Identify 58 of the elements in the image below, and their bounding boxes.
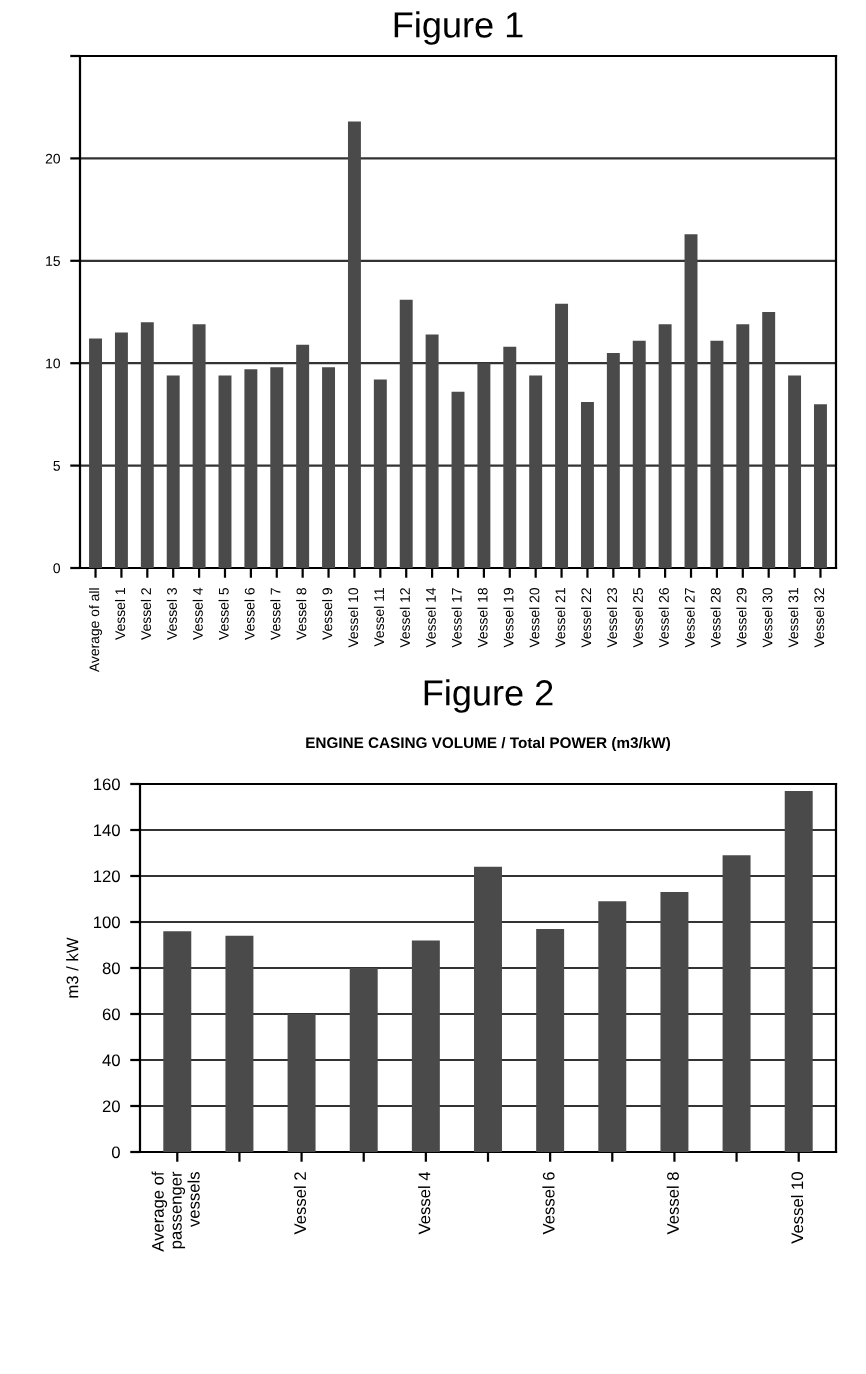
- bar: [296, 344, 310, 568]
- bar: [632, 340, 646, 568]
- bar: [536, 928, 565, 1152]
- x-tick-label: Vessel 6: [542, 1172, 555, 1235]
- bar: [474, 866, 502, 1152]
- y-tick-label: 160: [94, 778, 120, 791]
- bar: [762, 312, 776, 568]
- chart-title: Figure 2: [424, 679, 553, 713]
- bar: [347, 121, 361, 568]
- bar: [373, 379, 387, 568]
- y-tick-label: 100: [94, 916, 120, 929]
- bar: [736, 324, 750, 568]
- x-tick-label: Vessel 2: [293, 1172, 307, 1235]
- bar: [606, 352, 620, 568]
- bar: [788, 375, 802, 568]
- y-tick-label: 80: [102, 962, 120, 975]
- bar: [598, 901, 627, 1152]
- y-tick-label: 40: [102, 1054, 120, 1067]
- bar: [425, 334, 439, 568]
- bar: [710, 340, 724, 568]
- bar: [322, 367, 336, 568]
- y-tick-label: 140: [94, 824, 120, 837]
- bar: [660, 892, 689, 1152]
- bar: [166, 375, 180, 568]
- y-axis-title: m3 / kW: [66, 937, 79, 998]
- y-tick-label: 60: [102, 1008, 120, 1021]
- bar: [244, 369, 258, 568]
- bar: [503, 346, 517, 568]
- bar: [89, 338, 103, 568]
- bar: [580, 402, 594, 568]
- bar: [784, 790, 813, 1152]
- bar: [684, 234, 698, 568]
- bar: [411, 940, 440, 1152]
- x-tick-label: Average of passenger vessels: [151, 1171, 200, 1252]
- y-tick-label: 120: [94, 870, 120, 883]
- x-tick-label: Vessel 10: [790, 1172, 804, 1244]
- y-tick-label: 20: [102, 1100, 120, 1113]
- y-tick-label: 0: [111, 1146, 120, 1159]
- bar: [225, 935, 254, 1152]
- bar: [477, 363, 491, 568]
- bar: [399, 299, 413, 568]
- bar: [140, 322, 154, 568]
- bar: [813, 404, 827, 568]
- bar: [287, 1014, 316, 1152]
- bar: [529, 375, 543, 568]
- bar: [218, 375, 232, 568]
- x-tick-label: Vessel 4: [418, 1171, 431, 1235]
- chart-title: Figure 1: [394, 11, 523, 45]
- bar: [270, 367, 284, 568]
- bar: [722, 855, 751, 1152]
- bar: [114, 332, 128, 568]
- bar: [163, 931, 192, 1152]
- bar: [555, 303, 569, 568]
- x-tick-label: Vessel 8: [666, 1172, 679, 1235]
- bar: [451, 391, 465, 568]
- bar: [349, 968, 378, 1152]
- bar: [658, 324, 672, 568]
- bar: [192, 324, 206, 568]
